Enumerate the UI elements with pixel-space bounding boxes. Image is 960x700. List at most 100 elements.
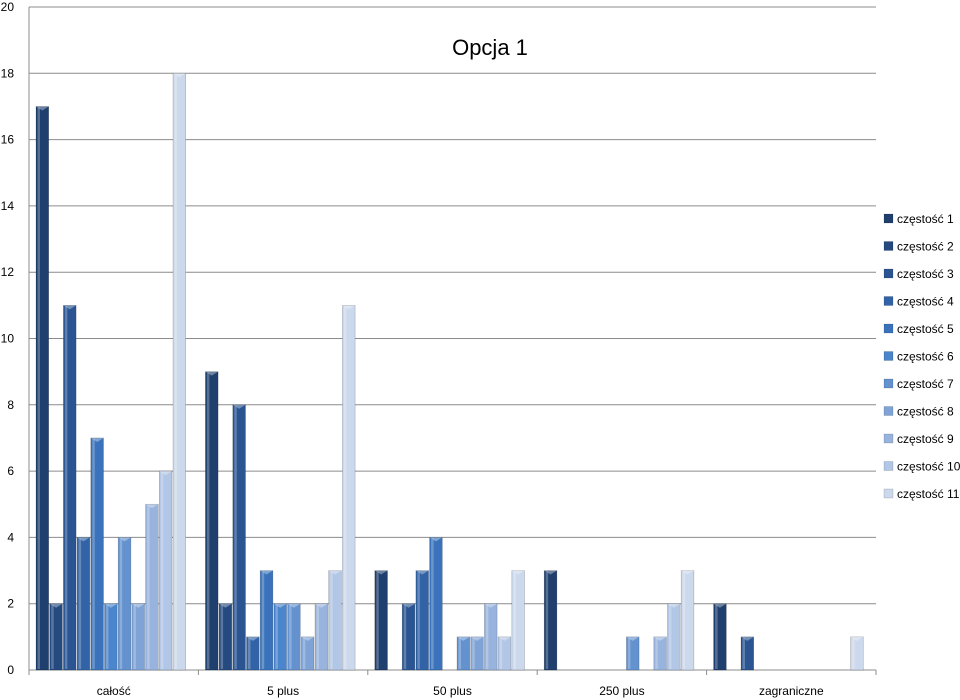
bar-top-bevel <box>131 603 145 608</box>
bar <box>850 636 864 671</box>
bar <box>314 603 328 671</box>
bar-top-bevel <box>511 570 525 575</box>
legend-label: częstość 9 <box>897 432 954 446</box>
legend-label: częstość 1 <box>897 212 954 226</box>
bar-top-bevel <box>145 504 159 509</box>
y-axis-ticks: 0 2 4 6 8 10 12 14 16 18 20 <box>1 0 15 677</box>
bar-top-bevel <box>498 636 511 641</box>
bar <box>484 603 498 671</box>
bar-highlight <box>289 604 292 669</box>
legend-swatch <box>883 268 894 279</box>
bar-top-bevel <box>273 603 287 608</box>
bar <box>246 636 260 671</box>
bar <box>218 603 233 671</box>
bar-top-bevel <box>374 570 388 575</box>
bar-highlight <box>458 637 461 669</box>
bar-highlight <box>234 405 237 669</box>
bar-top-bevel <box>457 636 470 641</box>
bar <box>667 603 681 671</box>
bar <box>145 503 159 671</box>
bar <box>172 73 186 671</box>
y-tick-label: 12 <box>1 265 15 279</box>
bars <box>35 73 864 671</box>
bar-highlight <box>316 604 319 669</box>
bar-top-bevel <box>159 471 172 476</box>
bar <box>131 603 145 671</box>
bar-top-bevel <box>484 603 498 608</box>
category-label: 50 plus <box>433 684 472 698</box>
bar-highlight <box>147 505 150 669</box>
bar <box>626 636 640 671</box>
bar-top-bevel <box>741 636 754 641</box>
bar <box>205 371 219 671</box>
bar-highlight <box>431 538 434 669</box>
legend-swatch <box>883 213 894 224</box>
bar-highlight <box>682 571 686 669</box>
bar <box>300 636 315 671</box>
bar <box>76 537 91 671</box>
bar-top-bevel <box>653 636 667 641</box>
bar-top-bevel <box>49 603 63 608</box>
bar-highlight <box>343 306 347 669</box>
bar-highlight <box>248 637 251 669</box>
legend: częstość 1 częstość 2 częstość 3 częstość 4… <box>883 212 960 501</box>
y-tick-label: 20 <box>1 0 15 14</box>
bar-highlight <box>655 637 658 669</box>
legend-swatch <box>883 461 894 471</box>
bar-highlight <box>330 571 333 669</box>
bar-top-bevel <box>626 636 640 641</box>
bar-top-bevel <box>470 636 484 641</box>
legend-label: częstość 8 <box>897 405 954 419</box>
bar-highlight <box>174 74 177 670</box>
legend-swatch <box>883 323 894 334</box>
y-tick-label: 10 <box>1 332 15 346</box>
bar <box>35 106 49 671</box>
bar-top-bevel <box>246 636 260 641</box>
category-label: 5 plus <box>267 684 299 698</box>
bar <box>49 603 63 671</box>
bar <box>456 636 470 671</box>
legend-swatch <box>883 351 894 361</box>
bar <box>680 570 695 671</box>
bar-highlight <box>499 637 503 669</box>
bar <box>374 570 388 671</box>
bar-highlight <box>513 571 516 669</box>
bar-highlight <box>92 438 95 669</box>
legend-label: częstość 11 <box>897 487 960 501</box>
bar-top-bevel <box>850 636 864 641</box>
bar <box>429 537 443 671</box>
bar-highlight <box>119 538 123 669</box>
x-axis-categories: całość 5 plus 50 plus 250 plus zagraniczne <box>97 684 824 698</box>
bar-highlight <box>206 372 210 669</box>
bar-highlight <box>485 604 489 669</box>
y-tick-label: 8 <box>7 398 14 412</box>
bar <box>273 603 287 671</box>
bar-top-bevel <box>415 570 429 575</box>
bar-top-bevel <box>429 537 443 542</box>
y-tick-label: 14 <box>1 199 15 213</box>
bar-top-bevel <box>173 73 186 78</box>
bar-highlight <box>51 604 54 669</box>
bar-top-bevel <box>402 603 415 608</box>
bar-highlight <box>669 604 672 669</box>
bar-top-bevel <box>315 603 328 608</box>
bar-highlight <box>376 571 379 669</box>
legend-swatch <box>883 296 894 306</box>
bar-top-bevel <box>219 603 232 608</box>
bar-top-bevel <box>260 570 273 575</box>
legend-swatch <box>883 241 894 251</box>
category-label: 250 plus <box>599 684 644 698</box>
bar <box>713 603 727 671</box>
bar-top-bevel <box>681 570 694 575</box>
category-label: całość <box>97 684 131 698</box>
bar-highlight <box>261 571 265 669</box>
bar-highlight <box>302 637 306 669</box>
bar <box>287 603 301 671</box>
y-tick-label: 6 <box>7 464 14 478</box>
bar-top-bevel <box>342 305 356 310</box>
bar <box>543 570 558 671</box>
y-tick-label: 0 <box>7 663 14 677</box>
bar <box>90 437 104 671</box>
bar <box>232 404 246 671</box>
